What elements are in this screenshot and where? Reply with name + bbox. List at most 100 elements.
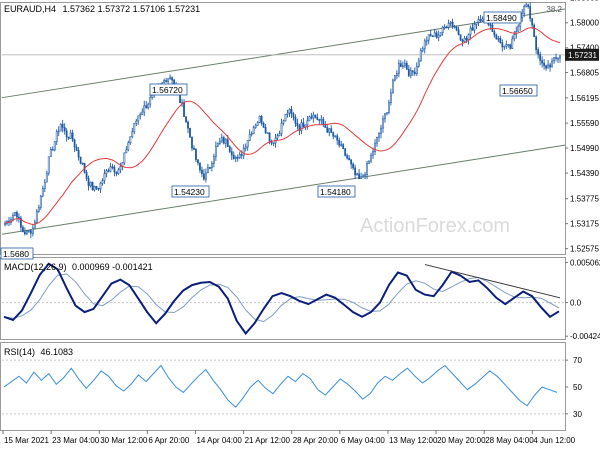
candle-up: [328, 128, 331, 133]
macd-panel-frame[interactable]: [0, 257, 566, 340]
candle-down: [296, 122, 299, 127]
candle-up: [210, 163, 213, 168]
price-tick-label: 1.58000: [570, 19, 599, 28]
candle-down: [445, 26, 448, 29]
candle-up: [89, 181, 92, 187]
candle-up: [390, 92, 392, 103]
candle-up: [409, 70, 412, 76]
candle-up: [57, 130, 60, 133]
candle-up: [109, 166, 112, 172]
candle-down: [208, 167, 211, 169]
candle-down: [268, 132, 271, 142]
candle-up: [135, 120, 138, 124]
candle-up: [93, 186, 96, 191]
candle-up: [386, 112, 388, 115]
candle-down: [85, 171, 88, 179]
candle-down: [18, 216, 20, 219]
candle-up: [505, 44, 508, 47]
candle-down: [29, 230, 32, 234]
candle-up: [103, 173, 106, 181]
candle-down: [344, 148, 347, 156]
candle-up: [312, 114, 315, 119]
candle-up: [234, 156, 237, 159]
candle-up: [35, 210, 38, 223]
price-label-text: 1.58490: [486, 13, 517, 23]
candle-down: [272, 142, 275, 145]
candle-up: [99, 182, 102, 190]
candle-up: [137, 115, 140, 122]
macd-axis: 0.005062 0.0 -0.004248: [2, 258, 600, 341]
candle-up: [37, 206, 40, 212]
price-label-box: [483, 11, 522, 24]
candle-down: [292, 113, 295, 118]
candle-down: [461, 39, 464, 42]
candle-up: [139, 114, 142, 117]
candle-down: [465, 37, 468, 40]
candle-up: [248, 134, 251, 141]
candle-down: [111, 166, 114, 169]
candle-up: [133, 122, 136, 132]
candle-down: [495, 34, 498, 40]
macd-title: MACD(12,26,9) 0.000969 -0.001421: [4, 262, 153, 272]
candle-up: [207, 167, 209, 174]
candle-up: [53, 141, 56, 151]
candle-down: [499, 38, 502, 43]
candle-down: [332, 132, 335, 137]
candle-up: [12, 215, 14, 220]
candle-up: [49, 149, 52, 157]
candle-up: [282, 120, 285, 124]
price-label-text: 1.54180: [320, 187, 351, 197]
price-label-text: 1.5680: [3, 249, 29, 259]
channel-upper-line: [1, 8, 566, 99]
candle-up: [25, 230, 28, 235]
candle-up: [362, 175, 364, 178]
candle-up: [127, 142, 130, 151]
candle-down: [543, 62, 545, 67]
candle-up: [376, 136, 378, 144]
candle-down: [91, 181, 94, 191]
candle-up: [254, 124, 257, 128]
candle-up: [481, 18, 484, 22]
candle-up: [334, 135, 337, 138]
candle-up: [306, 120, 309, 126]
candle-up: [366, 162, 368, 175]
candle-down: [336, 135, 339, 141]
candle-down: [549, 64, 551, 68]
candle-down: [260, 116, 263, 124]
rsi-title: RSI(14) 46.1083: [4, 347, 73, 357]
candle-down: [429, 34, 432, 37]
rsi-name: RSI(14): [4, 347, 35, 357]
ohlc-values: 1.57362 1.57372 1.57106 1.57231: [63, 4, 201, 14]
candle-up: [360, 176, 362, 179]
candle-down: [451, 21, 454, 27]
candle-down: [531, 18, 534, 26]
candle-up: [423, 40, 426, 50]
candle-down: [51, 149, 54, 151]
candle-down: [222, 137, 225, 144]
time-tick-label: 28 Apr 20:00: [293, 436, 339, 445]
watermark: ActionForex.com: [360, 215, 510, 237]
candle-up: [212, 156, 215, 164]
candle-down: [228, 146, 231, 152]
candle-down: [67, 136, 70, 139]
price-tick-label: 1.56805: [570, 68, 599, 77]
candle-down: [145, 105, 148, 108]
candle-down: [61, 123, 64, 128]
candle-down: [493, 31, 496, 36]
candle-down: [407, 68, 410, 76]
candle-up: [31, 227, 34, 234]
candle-down: [316, 117, 319, 120]
candle-up: [143, 105, 146, 113]
candle-down: [411, 70, 414, 73]
candle-up: [167, 78, 170, 82]
channel-lower-line: [1, 144, 566, 235]
candle-down: [533, 24, 536, 38]
price-tick-label: 1.57400: [570, 44, 599, 53]
candle-up: [521, 13, 524, 18]
time-tick-label: 6 Apr 20:00: [148, 436, 189, 445]
candle-down: [501, 42, 504, 48]
candle-down: [435, 32, 438, 38]
candle-up: [246, 140, 249, 148]
price-panel-frame[interactable]: [0, 2, 566, 255]
